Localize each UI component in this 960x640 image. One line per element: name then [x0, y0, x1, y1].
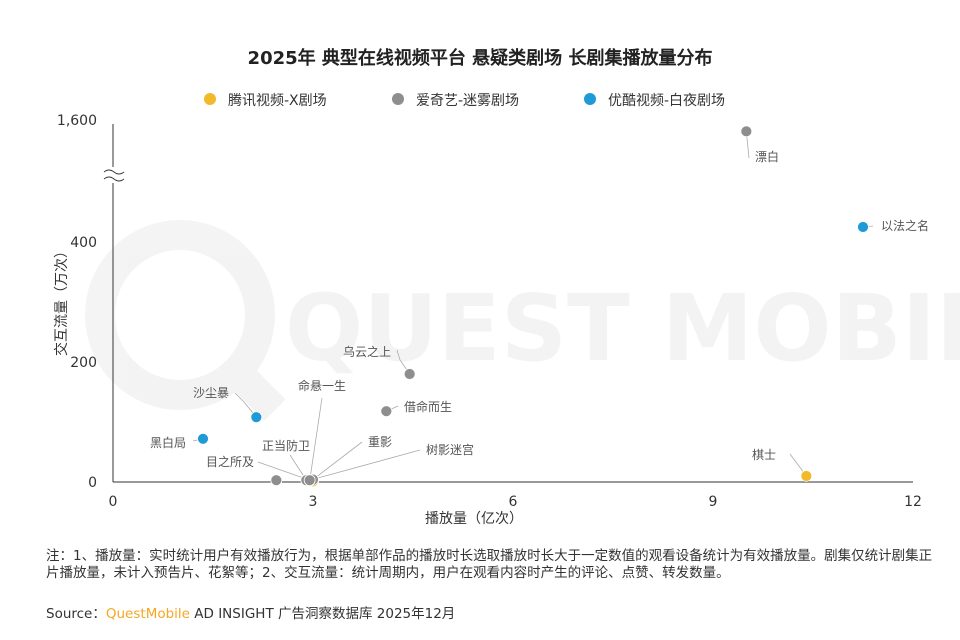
y-axis-break-icon: [103, 167, 125, 183]
x-tick-label: 9: [709, 494, 718, 510]
legend-label: 爱奇艺-迷雾剧场: [416, 92, 519, 109]
x-tick-label: 0: [109, 494, 118, 510]
data-label: 借命而生: [404, 399, 452, 414]
source-line: Source：QuestMobile AD INSIGHT 广告洞察数据库 20…: [46, 606, 936, 623]
x-axis-title: 播放量（亿次）: [425, 511, 523, 527]
data-label: 沙尘暴: [193, 386, 229, 400]
footnote: 注：1、播放量：实时统计用户有效播放行为，根据单部作品的播放时长选取播放时长大于…: [46, 548, 933, 581]
x-tick-label: 12: [904, 494, 922, 510]
y-tick-label: 400: [70, 235, 97, 251]
legend: 腾讯视频-X剧场 爱奇艺-迷雾剧场 优酷视频-白夜剧场: [204, 92, 725, 109]
data-label: 正当防卫: [262, 438, 310, 453]
watermark-text: QUEST MOBILE: [285, 275, 960, 382]
data-label: 命悬一生: [298, 378, 346, 393]
data-point: [197, 432, 209, 445]
source-brand: QuestMobile: [105, 606, 190, 622]
y-axis-title: 交互流量（万次）: [53, 244, 70, 356]
leader-line: [309, 397, 323, 481]
source-rest: AD INSIGHT 广告洞察数据库 2025年12月: [189, 606, 456, 622]
data-points: [197, 125, 869, 488]
data-point: [380, 405, 393, 418]
data-point: [403, 368, 416, 380]
watermark: QUEST MOBILE: [85, 220, 960, 421]
legend-label: 优酷视频-白夜剧场: [608, 93, 725, 109]
data-label: 以法之名: [881, 218, 929, 233]
data-label: 树影迷宫: [426, 442, 474, 457]
data-label: 目之所及: [206, 455, 254, 469]
chart-title: 2025年 典型在线视频平台 悬疑类剧场 长剧集播放量分布: [248, 47, 713, 69]
legend-marker: [584, 93, 596, 105]
data-point: [800, 470, 813, 482]
y-tick-label: 200: [70, 355, 97, 371]
data-point: [857, 221, 869, 233]
legend-label: 腾讯视频-X剧场: [228, 92, 327, 109]
data-label: 黑白局: [150, 435, 186, 450]
x-tick-label: 3: [309, 494, 318, 510]
data-point: [250, 411, 263, 424]
data-label: 重影: [368, 435, 392, 449]
data-label: 乌云之上: [343, 344, 391, 359]
data-point: [303, 474, 316, 487]
y-tick-label: 1,600: [57, 113, 97, 129]
y-tick-label: 0: [88, 475, 97, 491]
x-tick-label: 6: [509, 494, 518, 510]
scatter-chart: QUEST MOBILE 2025年 典型在线视频平台 悬疑类剧场 长剧集播放量…: [53, 47, 960, 527]
legend-marker: [204, 93, 216, 105]
legend-marker: [392, 93, 404, 105]
axis-ticks: 0 3 6 9 12 0 200 400 1,600: [57, 113, 922, 510]
data-label: 漂白: [755, 149, 779, 164]
leader-line: [312, 441, 363, 480]
leader-line: [309, 449, 421, 481]
leader-line: [234, 392, 257, 418]
data-label: 棋士: [752, 448, 776, 462]
source-prefix: Source：: [46, 606, 106, 622]
data-point: [740, 125, 753, 138]
data-point: [270, 474, 283, 487]
